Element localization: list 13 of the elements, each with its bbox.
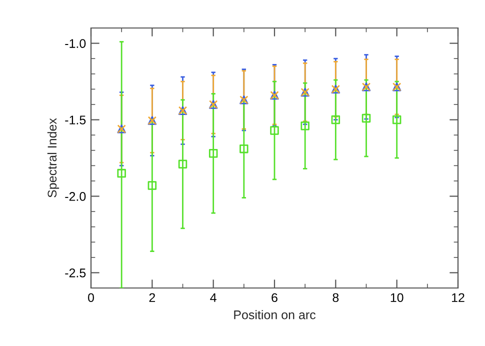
x-tick-label: 12	[452, 293, 464, 302]
y-tick-label: -1.5	[65, 116, 86, 124]
y-tick-label: -1.0	[65, 39, 86, 48]
y-axis-title: Spectral Index	[47, 118, 60, 198]
x-tick-label: 0	[88, 293, 94, 302]
x-tick-label: 6	[272, 293, 278, 302]
x-tick-label: 2	[149, 293, 156, 302]
y-tick-label: -2.0	[65, 192, 86, 201]
x-tick-label: 8	[332, 293, 339, 302]
y-tick-label: -2.5	[65, 268, 86, 278]
x-axis-title: Position on arc	[234, 310, 316, 320]
x-tick-label: 4	[210, 293, 216, 302]
x-tick-label: 10	[390, 293, 404, 302]
